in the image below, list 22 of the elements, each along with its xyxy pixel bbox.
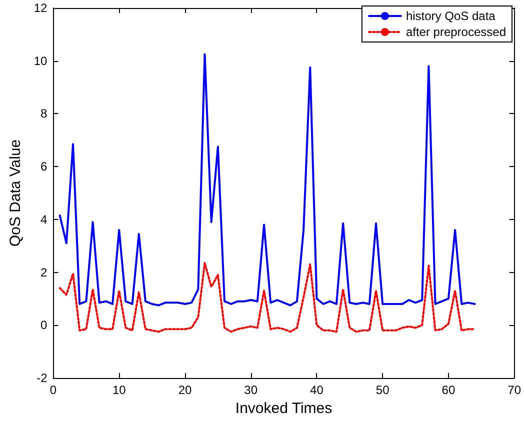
x-tick-label: 20: [178, 383, 192, 397]
x-tick-label: 40: [310, 383, 324, 397]
x-tick-label: 10: [112, 383, 126, 397]
y-tick-label: 10: [34, 54, 48, 68]
legend-label: history QoS data: [406, 9, 496, 23]
y-tick-label: 8: [40, 106, 48, 121]
x-tick-label: 0: [50, 383, 57, 397]
y-tick-label: 4: [40, 212, 48, 226]
legend-label: after preprocessed: [406, 25, 506, 39]
y-axis-title: QoS Data Value: [7, 139, 24, 247]
x-tick-label: 30: [244, 383, 258, 397]
y-tick-label: 6: [40, 160, 48, 174]
y-tick-label: 12: [34, 1, 48, 15]
y-tick-label: 2: [40, 265, 48, 280]
x-tick-label: 60: [442, 383, 456, 397]
line-series: [58, 53, 476, 306]
x-tick-label: 70: [508, 383, 522, 397]
y-tick-label: -2: [36, 371, 48, 385]
line-series: [58, 262, 476, 333]
x-tick-label: 50: [376, 383, 390, 397]
x-axis-title: Invoked Times: [235, 400, 332, 417]
y-tick-label: 0: [40, 318, 48, 332]
